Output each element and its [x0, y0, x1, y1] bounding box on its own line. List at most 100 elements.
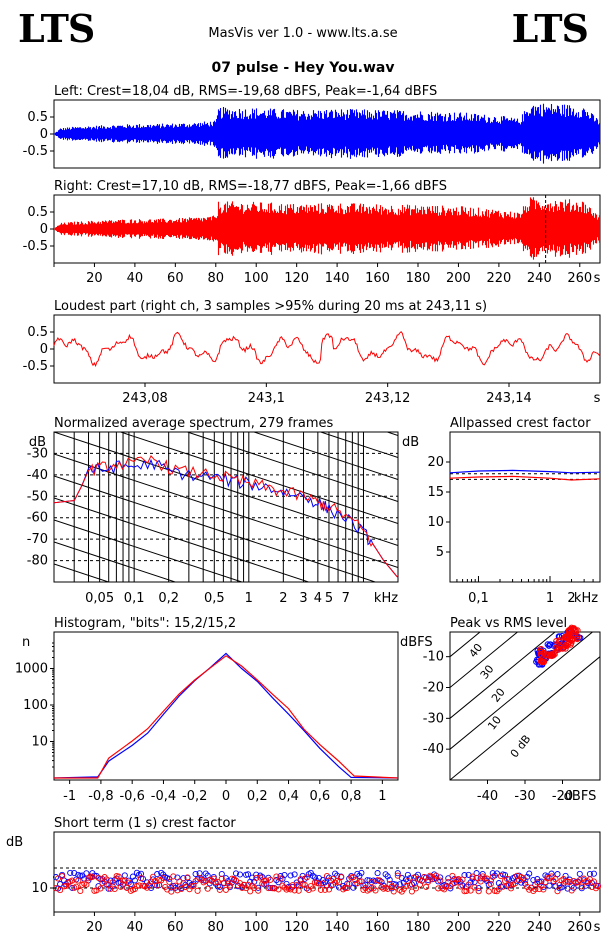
short-term-point-left — [196, 870, 203, 877]
short-term-point-right — [95, 874, 102, 881]
x-tick-label: 40 — [127, 271, 144, 286]
short-term-point-right — [241, 881, 248, 889]
x-unit-label: s — [594, 391, 601, 406]
x-tick-label: -40 — [477, 789, 498, 804]
short-term-point-right — [522, 877, 529, 884]
short-term-point-left — [538, 878, 545, 885]
slope-line — [185, 432, 398, 502]
crest-diagonal-label: 0 dB — [508, 733, 534, 761]
short-term-point-left — [475, 884, 482, 892]
short-term-point-right — [483, 875, 490, 882]
short-term-point-right — [89, 873, 96, 880]
short-term-point-right — [289, 882, 296, 889]
crest-y-label: dB — [402, 435, 419, 450]
slope-line — [54, 475, 377, 582]
short-term-point-right — [408, 888, 415, 895]
y-tick-label: 0 — [40, 222, 48, 237]
x-tick-label: -30 — [514, 789, 535, 804]
x-tick-label: 0,1 — [124, 591, 145, 606]
short-term-point-right — [315, 880, 322, 887]
short-term-point-right — [526, 886, 533, 893]
crest-factor-series-right — [449, 475, 601, 481]
short-term-point-right — [319, 880, 327, 887]
short-term-point-left — [386, 876, 393, 883]
short-term-point-right — [425, 878, 432, 885]
spectrum-series-left — [53, 458, 399, 579]
short-term-point-right — [202, 878, 209, 885]
short-term-point-right — [540, 886, 547, 893]
short-term-point-right — [249, 882, 256, 889]
short-term-point-right — [449, 872, 456, 879]
short-term-point-left — [546, 882, 553, 889]
peak-rms-diagonals — [450, 632, 600, 780]
short-term-point-right — [469, 873, 476, 880]
brand-logo-left: LTS — [18, 6, 95, 51]
short-term-point-left — [67, 869, 74, 876]
short-term-point-right — [125, 879, 132, 886]
short-term-point-right — [255, 887, 262, 894]
spectrum-y-label: dB — [29, 435, 46, 450]
peak-rms-point-left — [544, 641, 551, 648]
histogram-title: Histogram, "bits": 15,2/15,2 — [54, 616, 236, 631]
short-term-point-left — [255, 884, 262, 891]
short-term-point-right — [297, 876, 304, 883]
x-tick-label: 20 — [86, 271, 103, 286]
short-term-point-right — [489, 873, 496, 880]
short-term-point-left — [202, 870, 209, 877]
short-term-point-right — [394, 872, 401, 879]
short-term-point-right — [447, 882, 454, 890]
short-term-point-right — [291, 887, 298, 894]
short-term-point-right — [137, 875, 145, 882]
short-term-point-left — [590, 870, 597, 877]
x-unit-label: dBFS — [564, 789, 597, 804]
short-term-point-right — [97, 885, 104, 892]
crest-diagonal-label: 40 — [466, 641, 485, 660]
y-tick-label: -50 — [27, 489, 48, 504]
histogram-y-label: n — [22, 635, 30, 650]
short-term-point-left — [125, 877, 132, 884]
x-tick-label: 200 — [446, 271, 471, 286]
x-tick-label: 4 — [314, 591, 322, 606]
short-term-point-right — [245, 881, 252, 888]
x-tick-label: -0,6 — [119, 789, 144, 804]
slope-line — [54, 432, 398, 546]
crest-factor-frame — [449, 431, 601, 583]
x-tick-label: 80 — [208, 920, 225, 935]
short-term-point-right — [222, 886, 229, 893]
peak-rms-point-right — [547, 651, 554, 658]
short-term-point-right — [501, 877, 509, 884]
short-term-point-left — [121, 872, 128, 879]
brand-logo-right: LTS — [511, 6, 589, 51]
short-term-point-right — [160, 874, 167, 882]
short-term-point-left — [69, 884, 76, 891]
x-tick-label: 0,8 — [341, 789, 362, 804]
y-tick-label: -0.5 — [23, 239, 48, 254]
slope-line — [119, 432, 398, 524]
peak-rms-point-right — [565, 627, 572, 634]
y-tick-label: -30 — [423, 711, 444, 726]
short-term-point-right — [69, 877, 76, 884]
short-term-point-left — [358, 869, 365, 876]
short-term-point-right — [590, 878, 597, 885]
slope-line — [54, 630, 398, 744]
short-term-point-right — [135, 882, 142, 889]
x-tick-label: 260 — [567, 271, 592, 286]
x-tick-label: 2 — [279, 591, 287, 606]
short-term-point-right — [174, 887, 181, 894]
short-term-point-right — [327, 882, 335, 889]
short-term-point-left — [232, 870, 240, 877]
short-term-point-right — [435, 885, 442, 892]
peak-rms-point-right — [537, 648, 544, 655]
y-tick-label: 0.5 — [27, 205, 48, 220]
short-term-point-right — [372, 887, 379, 894]
y-tick-label: -40 — [27, 468, 48, 483]
short-term-point-right — [499, 883, 506, 890]
x-tick-label: 180 — [406, 271, 431, 286]
short-term-point-right — [360, 886, 367, 893]
short-term-point-right — [166, 878, 173, 885]
short-term-point-right — [111, 885, 118, 893]
short-term-point-right — [263, 877, 270, 884]
short-term-point-right — [576, 877, 583, 884]
x-tick-label: 0,05 — [85, 591, 114, 606]
